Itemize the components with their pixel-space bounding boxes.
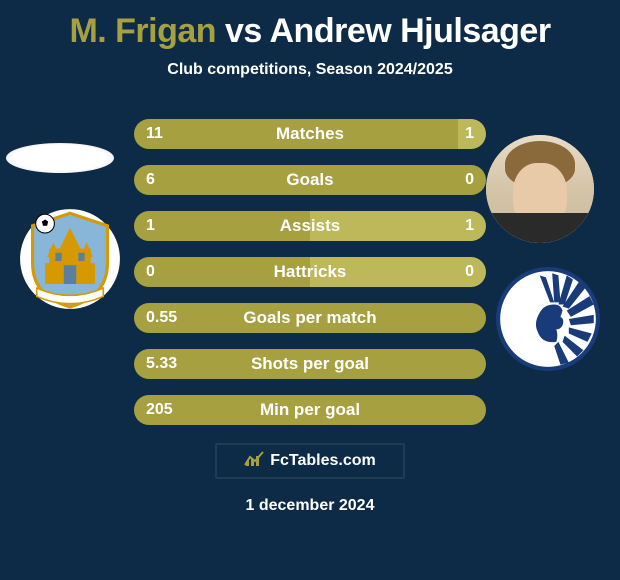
stat-bar: 0.55Goals per match — [134, 303, 486, 333]
date-text: 1 december 2024 — [0, 497, 620, 515]
title-left: M. Frigan — [69, 12, 216, 50]
stat-bar: 1Assists1 — [134, 211, 486, 241]
stat-label: Matches — [134, 124, 486, 144]
player-right-crest-icon — [496, 267, 600, 371]
page-title: M. Frigan vs Andrew Hjulsager — [0, 0, 620, 51]
stat-label: Shots per goal — [134, 354, 486, 374]
title-right: vs Andrew Hjulsager — [216, 12, 551, 50]
subtitle: Club competitions, Season 2024/2025 — [0, 61, 620, 79]
player-right-photo — [486, 135, 594, 243]
stat-label: Hattricks — [134, 262, 486, 282]
stat-label: Goals per match — [134, 308, 486, 328]
stat-right-value: 0 — [465, 171, 474, 189]
stat-label: Goals — [134, 170, 486, 190]
stat-bars: 11Matches16Goals01Assists10Hattricks00.5… — [134, 119, 486, 425]
stat-bar: 5.33Shots per goal — [134, 349, 486, 379]
player-left-crest-icon — [18, 207, 122, 311]
comparison-panel: 11Matches16Goals01Assists10Hattricks00.5… — [0, 119, 620, 425]
stat-bar: 11Matches1 — [134, 119, 486, 149]
stat-right-value: 1 — [465, 125, 474, 143]
stat-label: Min per goal — [134, 400, 486, 420]
brand-badge: FcTables.com — [215, 443, 405, 479]
player-left-photo — [6, 143, 114, 173]
stat-right-value: 1 — [465, 217, 474, 235]
stat-bar: 205Min per goal — [134, 395, 486, 425]
stat-bar: 6Goals0 — [134, 165, 486, 195]
chart-icon — [244, 451, 264, 472]
stat-label: Assists — [134, 216, 486, 236]
stat-bar: 0Hattricks0 — [134, 257, 486, 287]
stat-right-value: 0 — [465, 263, 474, 281]
brand-text: FcTables.com — [270, 452, 376, 470]
